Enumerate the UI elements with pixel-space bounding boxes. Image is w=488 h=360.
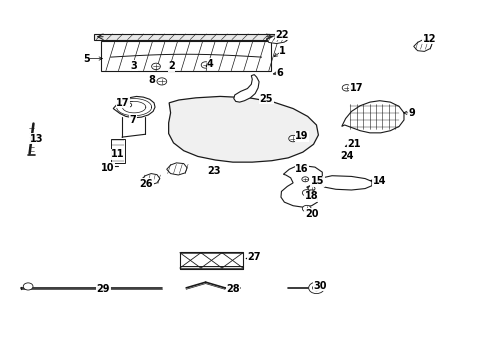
- Circle shape: [201, 62, 209, 68]
- Text: 18: 18: [304, 192, 318, 202]
- Text: 11: 11: [111, 149, 124, 159]
- Bar: [101, 41, 271, 71]
- Circle shape: [23, 283, 33, 290]
- Text: 14: 14: [372, 176, 386, 186]
- Polygon shape: [281, 166, 322, 207]
- Circle shape: [308, 282, 324, 294]
- Text: 2: 2: [168, 62, 175, 71]
- Text: 21: 21: [347, 139, 361, 149]
- Text: 20: 20: [304, 208, 318, 219]
- Text: 16: 16: [295, 164, 308, 174]
- Polygon shape: [319, 176, 371, 190]
- Polygon shape: [266, 35, 287, 44]
- Text: 17: 17: [349, 83, 362, 93]
- Text: 22: 22: [275, 30, 288, 40]
- Text: 15: 15: [310, 176, 324, 186]
- Circle shape: [307, 186, 314, 191]
- Text: 7: 7: [129, 115, 136, 125]
- Text: 26: 26: [139, 179, 153, 189]
- Text: 17: 17: [116, 98, 129, 108]
- Text: 29: 29: [97, 284, 110, 294]
- Text: 24: 24: [339, 151, 353, 161]
- Text: 1: 1: [279, 46, 285, 56]
- Text: 13: 13: [30, 134, 43, 144]
- Polygon shape: [113, 96, 155, 118]
- Polygon shape: [233, 75, 259, 102]
- Circle shape: [301, 177, 308, 182]
- Bar: [180, 252, 243, 269]
- Polygon shape: [168, 96, 318, 162]
- Text: 8: 8: [148, 75, 155, 85]
- Bar: [94, 33, 276, 40]
- Circle shape: [312, 285, 320, 291]
- Polygon shape: [413, 40, 431, 51]
- Polygon shape: [341, 101, 403, 133]
- Text: 10: 10: [101, 163, 114, 173]
- Text: 9: 9: [408, 108, 415, 118]
- Polygon shape: [141, 174, 160, 185]
- Text: 25: 25: [259, 94, 273, 104]
- Text: 19: 19: [295, 131, 308, 141]
- Bar: [180, 266, 243, 269]
- Text: 3: 3: [130, 61, 137, 71]
- Circle shape: [157, 78, 166, 85]
- Circle shape: [288, 135, 297, 142]
- Text: 27: 27: [247, 252, 261, 262]
- Text: 30: 30: [312, 281, 326, 291]
- Circle shape: [342, 85, 350, 91]
- Text: 6: 6: [276, 68, 282, 78]
- Text: 5: 5: [83, 54, 90, 64]
- Polygon shape: [166, 163, 187, 175]
- Text: 12: 12: [422, 33, 435, 44]
- Text: 4: 4: [206, 59, 213, 68]
- Circle shape: [125, 103, 131, 107]
- Text: 28: 28: [225, 284, 239, 294]
- Circle shape: [302, 205, 310, 212]
- Circle shape: [302, 190, 310, 196]
- Bar: [111, 139, 125, 163]
- Circle shape: [151, 63, 160, 69]
- Text: 23: 23: [207, 166, 221, 176]
